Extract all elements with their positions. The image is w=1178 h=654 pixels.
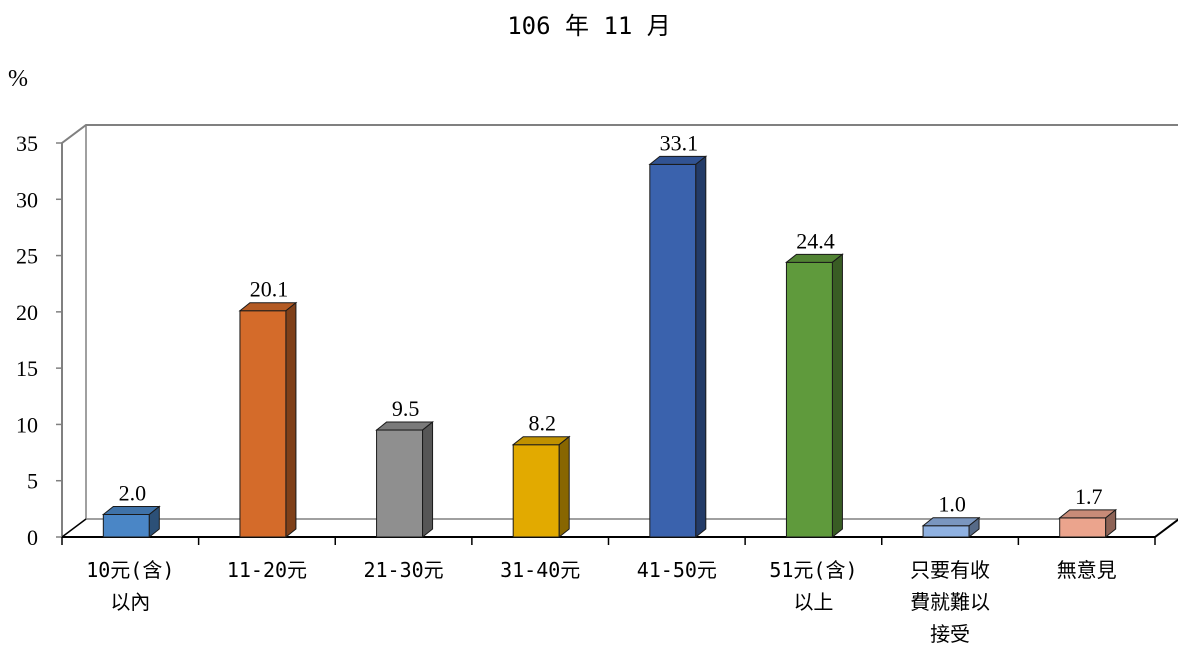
y-tick-label: 35 xyxy=(16,131,38,156)
bar-side-face xyxy=(695,155,707,539)
bar-side-face xyxy=(558,435,570,539)
floor-left-edge xyxy=(61,518,87,538)
data-label: 33.1 xyxy=(660,130,699,155)
y-tick-label: 30 xyxy=(16,187,38,212)
back-wall-outline xyxy=(61,124,1178,537)
data-label: 1.7 xyxy=(1075,484,1103,509)
x-tick-label: 51元(含) 以上 xyxy=(769,558,858,614)
x-tick-label: 10元(含) 以內 xyxy=(86,558,175,614)
data-label: 8.2 xyxy=(528,411,556,436)
x-tick-label: 41-50元 xyxy=(636,558,717,582)
bar-side-face xyxy=(422,421,434,539)
data-label: 1.0 xyxy=(938,492,966,517)
x-tick-label: 只要有收 費就難以 接受 xyxy=(910,558,991,646)
y-axis-unit-label: % xyxy=(8,66,28,92)
bar-side-face xyxy=(285,301,297,539)
chart-title: 106 年 11 月 xyxy=(507,12,671,40)
y-tick-label: 25 xyxy=(16,244,38,269)
bar xyxy=(922,525,970,538)
bar xyxy=(102,513,150,538)
x-tick-label: 31-40元 xyxy=(500,558,581,582)
y-tick-label: 15 xyxy=(16,356,38,381)
y-tick-label: 20 xyxy=(16,300,38,325)
bar xyxy=(649,163,697,538)
bar xyxy=(376,429,424,538)
bar-side-face xyxy=(1105,508,1117,539)
bar-side-face xyxy=(968,516,980,539)
bar xyxy=(1059,517,1107,538)
data-label: 20.1 xyxy=(250,277,289,302)
data-label: 9.5 xyxy=(392,396,420,421)
bar-side-face xyxy=(831,253,843,539)
bar xyxy=(512,444,560,538)
data-label: 2.0 xyxy=(119,480,147,505)
x-tick-label: 無意見 xyxy=(1056,558,1117,582)
bar xyxy=(785,261,833,538)
y-tick-label: 10 xyxy=(16,412,38,437)
bar-side-face xyxy=(148,505,160,539)
data-label: 24.4 xyxy=(796,228,835,253)
x-axis-line xyxy=(62,518,1178,538)
bar xyxy=(239,310,287,538)
y-tick-label: 0 xyxy=(27,525,38,550)
y-tick-label: 5 xyxy=(27,469,38,494)
x-tick-label: 11-20元 xyxy=(226,558,308,582)
x-tick-label: 21-30元 xyxy=(363,558,444,582)
